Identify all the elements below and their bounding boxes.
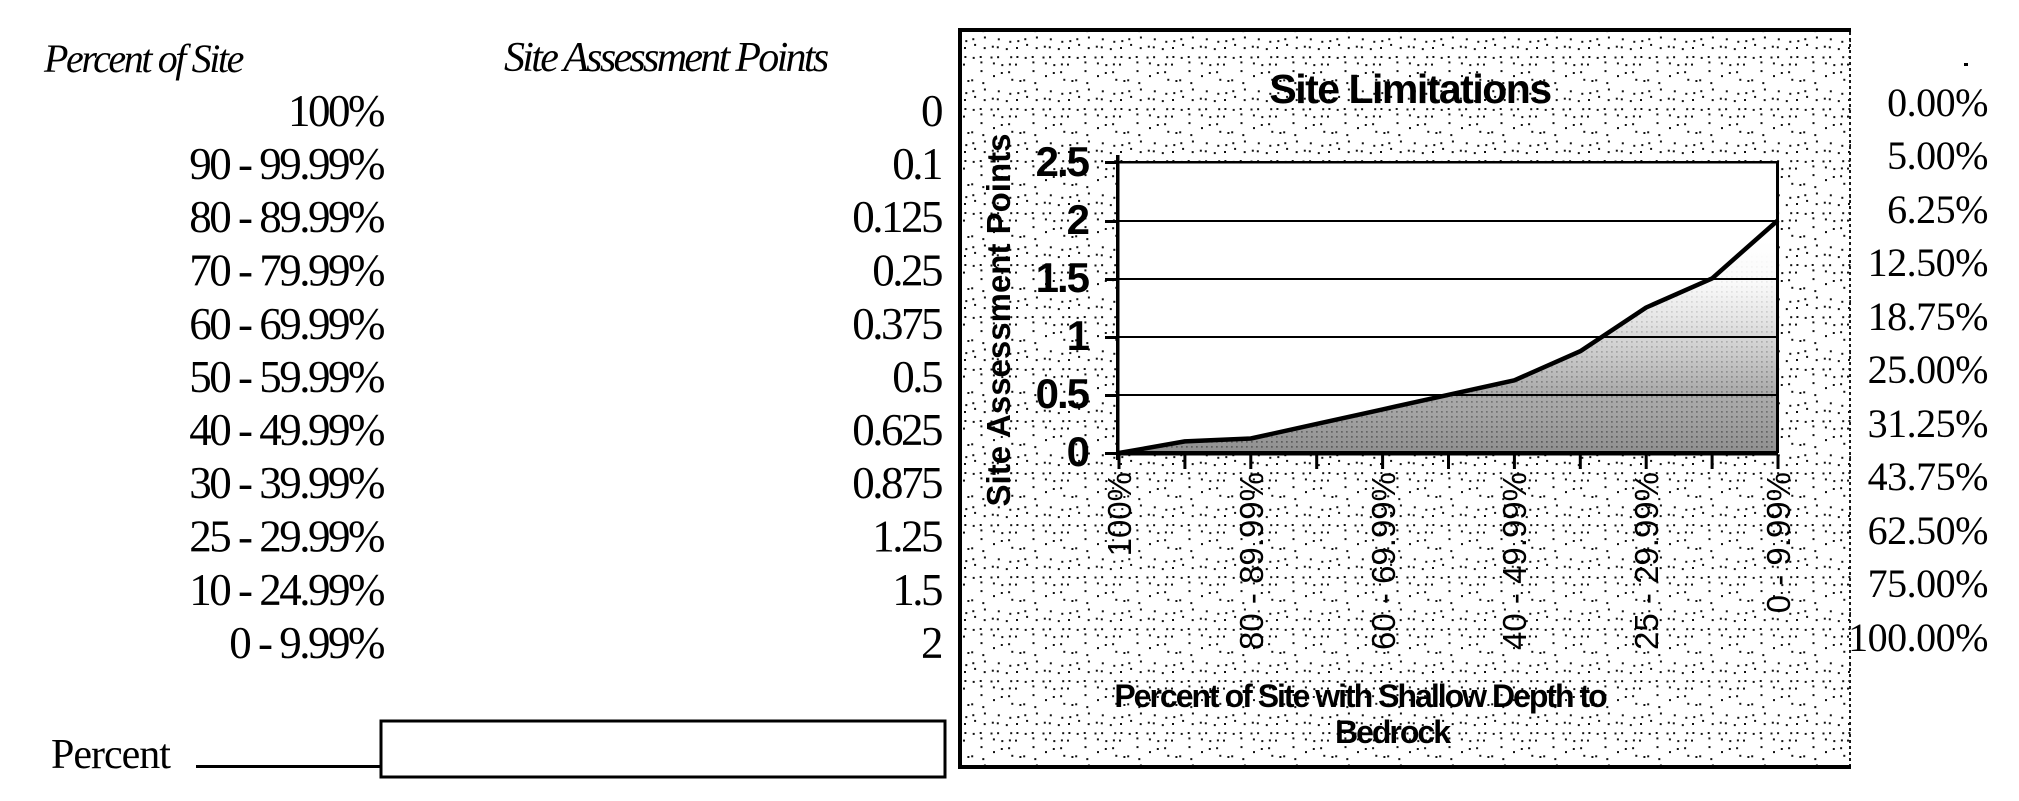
svg-text:5.00%: 5.00%	[1887, 133, 1988, 178]
svg-text:80 - 89.99%: 80 - 89.99%	[1233, 472, 1270, 650]
svg-text:Site Limitations: Site Limitations	[1269, 66, 1551, 112]
svg-text:0: 0	[1067, 428, 1089, 475]
svg-text:0.125: 0.125	[852, 192, 942, 242]
svg-text:6.25%: 6.25%	[1887, 187, 1988, 232]
svg-text:0.625: 0.625	[852, 405, 942, 455]
svg-text:100%: 100%	[1101, 472, 1138, 556]
svg-text:75.00%: 75.00%	[1868, 561, 1988, 606]
svg-text:0 - 9.99%: 0 - 9.99%	[1760, 472, 1797, 613]
svg-text:10 - 24.99%: 10 - 24.99%	[189, 565, 384, 615]
svg-text:25.00%: 25.00%	[1868, 347, 1988, 392]
svg-text:2: 2	[1067, 196, 1089, 243]
svg-text:0.25: 0.25	[872, 246, 942, 296]
svg-text:100.00%: 100.00%	[1848, 615, 1988, 660]
svg-text:Percent: Percent	[51, 732, 171, 778]
svg-text:Bedrock: Bedrock	[1335, 714, 1451, 750]
svg-text:Site Assessment Points: Site Assessment Points	[980, 134, 1017, 507]
svg-text:2.5: 2.5	[1036, 138, 1090, 185]
svg-text:80 - 89.99%: 80 - 89.99%	[189, 192, 384, 242]
svg-text:0.00%: 0.00%	[1887, 80, 1988, 125]
svg-text:0.875: 0.875	[852, 458, 942, 508]
svg-text:43.75%: 43.75%	[1868, 454, 1988, 499]
svg-text:25 - 29.99%: 25 - 29.99%	[189, 512, 384, 562]
svg-text:50 - 59.99%: 50 - 59.99%	[189, 352, 384, 402]
svg-text:1.25: 1.25	[872, 512, 942, 562]
svg-text:40 - 49.99%: 40 - 49.99%	[189, 405, 384, 455]
svg-text:18.75%: 18.75%	[1868, 294, 1988, 339]
svg-text:12.50%: 12.50%	[1868, 240, 1988, 285]
svg-text:0.5: 0.5	[892, 352, 942, 402]
svg-text:60 - 69.99%: 60 - 69.99%	[1365, 472, 1402, 650]
svg-text:0 - 9.99%: 0 - 9.99%	[229, 618, 384, 668]
svg-text:2: 2	[921, 618, 942, 668]
svg-text:0: 0	[921, 86, 942, 136]
svg-text:Site Assessment Points: Site Assessment Points	[504, 35, 829, 81]
svg-text:30 - 39.99%: 30 - 39.99%	[189, 458, 384, 508]
svg-text:100%: 100%	[288, 86, 384, 136]
svg-text:1.5: 1.5	[892, 565, 942, 615]
svg-text:60 - 69.99%: 60 - 69.99%	[189, 299, 384, 349]
svg-text:70 - 79.99%: 70 - 79.99%	[189, 246, 384, 296]
svg-text:40 - 49.99%: 40 - 49.99%	[1496, 472, 1533, 650]
svg-text:1: 1	[1067, 312, 1090, 359]
svg-text:Percent of Site with Shallow D: Percent of Site with Shallow Depth to	[1114, 678, 1607, 714]
svg-text:31.25%: 31.25%	[1868, 401, 1988, 446]
svg-text:0.375: 0.375	[852, 299, 942, 349]
svg-text:0.1: 0.1	[892, 139, 941, 189]
svg-text:0.5: 0.5	[1036, 370, 1090, 417]
svg-text:62.50%: 62.50%	[1868, 508, 1988, 553]
svg-text:1.5: 1.5	[1036, 254, 1090, 301]
svg-text:90 - 99.99%: 90 - 99.99%	[189, 139, 384, 189]
svg-text:25 - 29.99%: 25 - 29.99%	[1628, 472, 1665, 650]
svg-text:Percent of Site: Percent of Site	[43, 36, 244, 81]
